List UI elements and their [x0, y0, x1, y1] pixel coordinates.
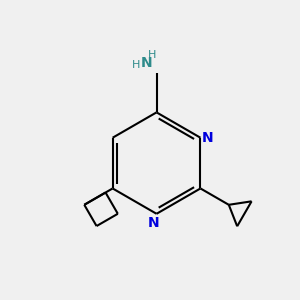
Text: H: H: [132, 60, 140, 70]
Text: H: H: [148, 50, 156, 60]
Text: N: N: [140, 56, 152, 70]
Text: N: N: [202, 131, 214, 145]
Text: N: N: [148, 216, 159, 230]
